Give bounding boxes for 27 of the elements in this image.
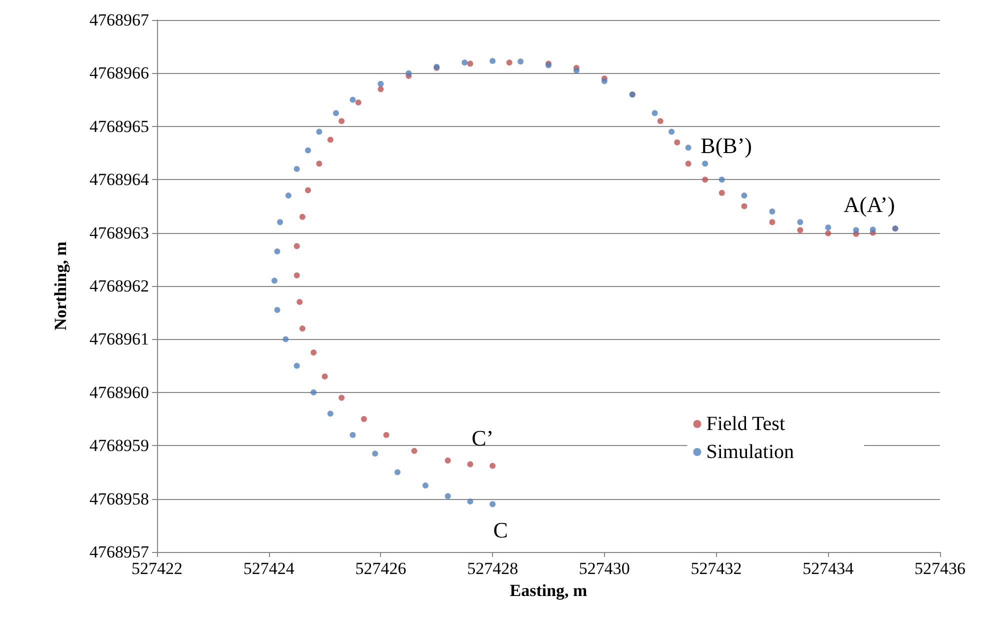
annotation: A(A’) (844, 192, 895, 218)
x-tick-label: 527422 (132, 559, 182, 578)
y-tick-label: 4768957 (90, 542, 150, 562)
x-tick-label: 527436 (914, 559, 966, 578)
x-tick-label: 527430 (578, 559, 630, 578)
y-tick-label: 4768966 (90, 64, 149, 83)
x-tick-label: 527426 (355, 559, 406, 578)
x-tick-label: 527432 (690, 559, 742, 578)
annotation: C (493, 518, 508, 543)
y-tick-label: 4768959 (90, 436, 149, 456)
x-tick-label: 527434 (802, 559, 854, 578)
legend-label: Simulation (706, 441, 794, 463)
legend-label: Field Test (706, 413, 786, 435)
y-tick-label: 4768963 (90, 223, 149, 242)
x-tick-label: 527428 (467, 559, 518, 578)
y-tick-label: 4768964 (90, 170, 150, 190)
y-tick-label: 4768962 (90, 276, 149, 296)
annotation: C’ (472, 425, 494, 450)
y-tick-label: 4768961 (90, 330, 149, 349)
y-tick-label: 4768958 (90, 489, 149, 508)
annotation: B(B’) (700, 133, 752, 158)
x-tick-label: 527424 (243, 559, 295, 578)
y-tick-label: 4768965 (90, 116, 149, 136)
y-axis-title: Northing, m (51, 242, 70, 330)
x-axis-title: Easting, m (510, 580, 588, 600)
y-tick-label: 4768967 (90, 10, 150, 30)
y-tick-label: 4768960 (90, 382, 149, 402)
